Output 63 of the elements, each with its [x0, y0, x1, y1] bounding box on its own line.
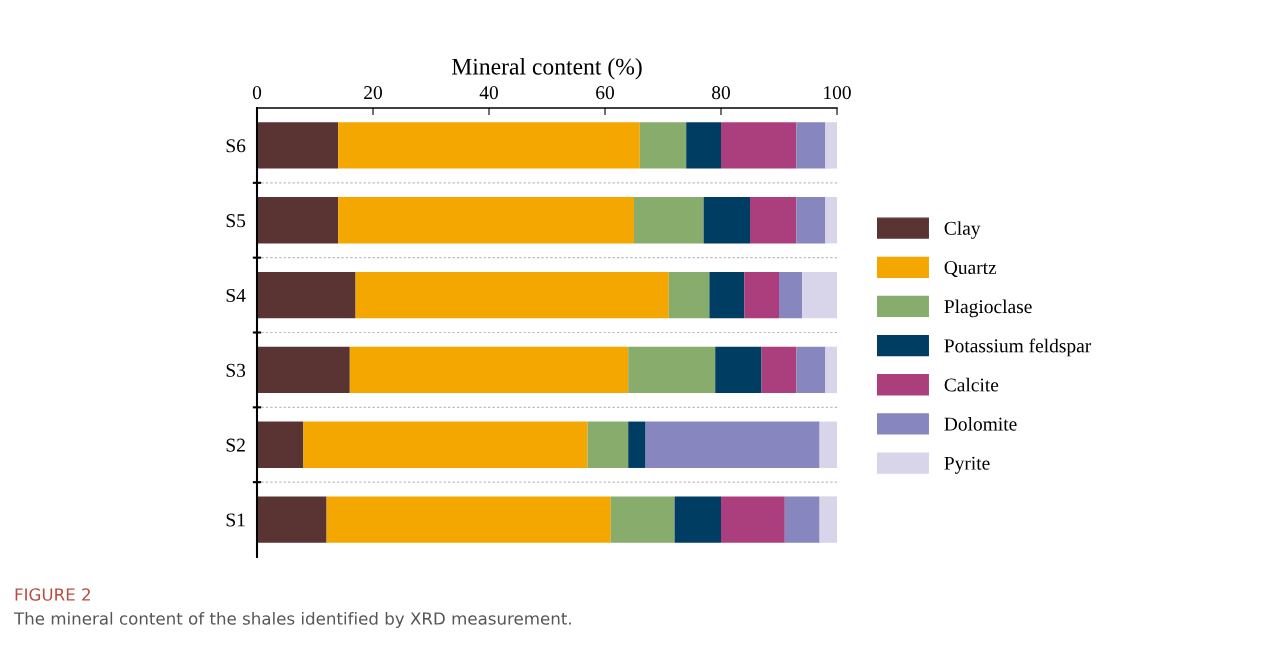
y-tick-label: S1 [226, 513, 245, 527]
bar [796, 122, 826, 169]
bar [825, 122, 837, 169]
bar [779, 271, 803, 319]
x-axis-title: Mineral content (%) [451, 58, 642, 80]
bar [257, 197, 339, 244]
bar [639, 122, 687, 169]
bar [784, 496, 820, 543]
bar [802, 271, 837, 319]
bar [587, 421, 629, 468]
bar [744, 271, 779, 319]
legend-label: Plagioclase [944, 299, 1032, 318]
text: The mineral content of the shales identified by XRD measurement. [13, 611, 571, 629]
x-tick-label: 20 [364, 86, 382, 100]
bar [668, 271, 710, 319]
x-tick-label: 40 [479, 86, 498, 100]
bar [257, 346, 350, 394]
x-tick-label: 60 [596, 86, 614, 100]
bar [338, 122, 640, 169]
bar [761, 346, 797, 394]
bar [750, 197, 797, 244]
bar [709, 271, 745, 319]
bar [721, 496, 785, 543]
bar [645, 421, 820, 468]
bar [796, 197, 826, 244]
y-tick-label: S4 [226, 288, 246, 303]
bar [610, 496, 675, 543]
bar [257, 496, 327, 543]
legend-label: Calcite [944, 377, 999, 392]
bar [326, 496, 611, 543]
legend-label: Dolomite [944, 416, 1017, 431]
bar [338, 197, 634, 244]
legend-label: Pyrite [944, 456, 990, 474]
bar [257, 271, 356, 319]
legend-label: Clay [944, 221, 981, 239]
x-tick-label: 0 [252, 86, 262, 100]
caption: FIGURE 2 [15, 588, 90, 601]
bar [819, 421, 837, 468]
bar [303, 421, 588, 468]
bar [686, 122, 721, 169]
bar [796, 346, 826, 394]
y-tick-label: S2 [226, 438, 245, 452]
y-tick-label: S6 [226, 139, 246, 153]
bar [257, 421, 304, 468]
bar [715, 346, 762, 394]
bar [721, 122, 797, 169]
x-tick-label: 80 [712, 86, 730, 100]
y-tick-label: S5 [226, 214, 246, 228]
legend-label: Potassium feldspar [944, 338, 1092, 357]
bar [257, 122, 339, 169]
y-tick-label: S3 [226, 363, 246, 377]
bar [825, 346, 837, 394]
bar [628, 421, 646, 468]
bar [703, 197, 750, 244]
bar [825, 197, 837, 244]
bar [674, 496, 721, 543]
x-tick-label: 100 [824, 86, 851, 100]
bar [355, 271, 669, 319]
bar [634, 197, 704, 244]
bar [819, 496, 837, 543]
bar [349, 346, 629, 394]
bar [628, 346, 716, 394]
legend-label: Quartz [944, 260, 997, 278]
